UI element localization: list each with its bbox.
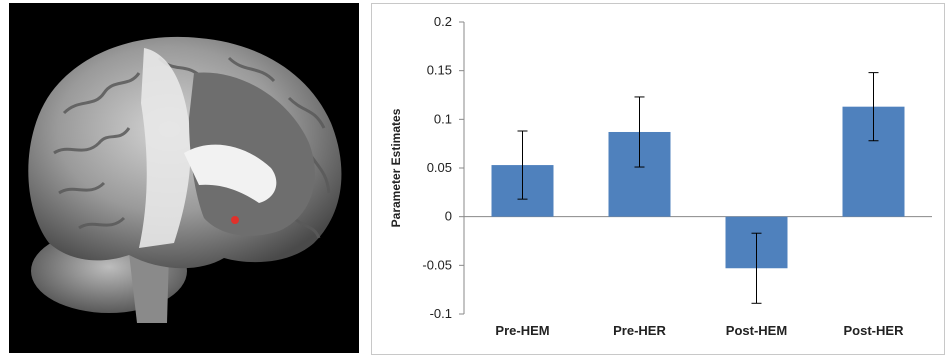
error-bar-post-her <box>868 72 879 142</box>
category-labels: Pre-HEM Pre-HER Post-HEM Post-HER <box>495 323 904 338</box>
y-tick-label: -0.1 <box>430 306 452 321</box>
y-tick-label: -0.05 <box>422 257 452 272</box>
category-label: Pre-HER <box>613 323 666 338</box>
bars-group <box>491 106 905 269</box>
corpus-callosum <box>184 144 277 203</box>
category-label: Post-HER <box>844 323 905 338</box>
y-tick-label: 0.15 <box>427 63 452 78</box>
y-axis-title: Parameter Estimates <box>389 108 403 227</box>
y-tick-label: 0.1 <box>434 111 452 126</box>
category-label: Pre-HEM <box>495 323 549 338</box>
brain-image-panel <box>9 3 359 353</box>
brain-rendering <box>9 3 359 353</box>
error-bar-post-hem <box>751 232 762 304</box>
bar-chart-panel: -0.1 -0.05 0 0.05 0.1 0.15 0.2 Pre-HEM Pre-HER P… <box>371 3 945 355</box>
y-tick-label: 0 <box>445 209 452 224</box>
y-tick-label: 0.05 <box>427 160 452 175</box>
category-label: Post-HEM <box>726 323 787 338</box>
y-tick-label: 0.2 <box>434 14 452 29</box>
activation-marker <box>231 216 239 224</box>
medial-cut <box>139 48 191 248</box>
y-axis-ticks: -0.1 -0.05 0 0.05 0.1 0.15 0.2 <box>422 14 464 321</box>
error-bars-group <box>517 72 879 304</box>
gyri-texture <box>53 56 331 239</box>
error-bar-pre-her <box>634 96 645 168</box>
inner-cortex <box>189 72 315 236</box>
error-bar-pre-hem <box>517 130 528 200</box>
brainstem-shape <box>129 253 169 323</box>
